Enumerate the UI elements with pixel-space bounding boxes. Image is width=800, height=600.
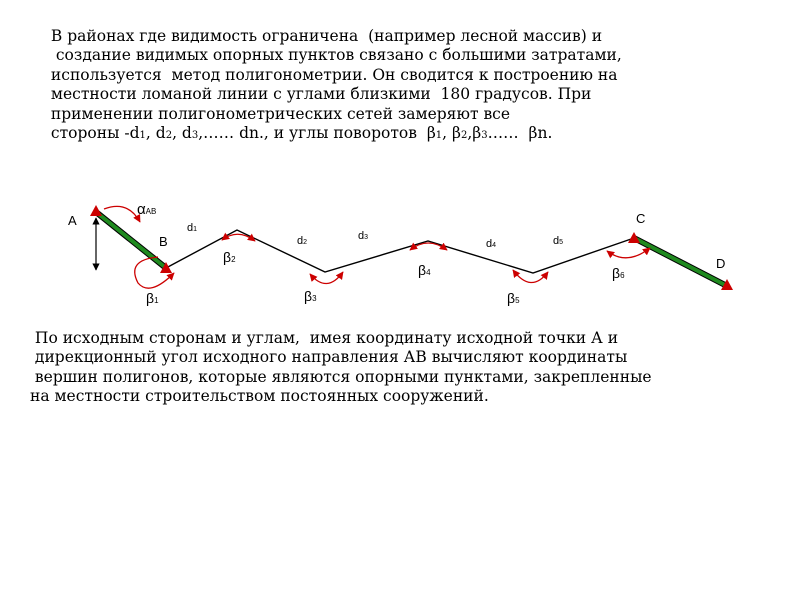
- subscript: 3: [191, 130, 199, 142]
- intro-paragraph: В районах где видимость ограничена (напр…: [46, 27, 622, 145]
- point-c-marker: [628, 232, 640, 243]
- angle-label-base: β: [418, 262, 426, 278]
- intro-line: создание видимых опорных пунктов связано…: [46, 46, 622, 65]
- point-b-label: B: [159, 234, 168, 249]
- angle-label: β4: [418, 262, 431, 278]
- point-c-label: C: [636, 211, 645, 226]
- text-run: , β: [442, 124, 461, 143]
- text-run: стороны -d: [46, 124, 140, 143]
- point-d-marker: [721, 279, 733, 290]
- side-label: d1: [187, 222, 197, 234]
- intro-line: В районах где видимость ограничена (напр…: [46, 27, 603, 45]
- side-label-subscript: 1: [193, 226, 197, 233]
- angle-label: β5: [507, 290, 520, 306]
- angle-label: β1: [146, 290, 159, 306]
- angle-label: β2: [223, 249, 236, 265]
- outro-line: дирекционный угол исходного направления …: [30, 348, 628, 367]
- text-run: ,β: [467, 124, 482, 143]
- angle-label-subscript: 6: [620, 271, 625, 280]
- angle-arc-2: [221, 232, 256, 242]
- azimuth-label: αAB: [137, 201, 156, 218]
- angle-arc-6: [606, 247, 651, 259]
- intro-line: используется метод полигонометрии. Он св…: [46, 65, 618, 84]
- side-cd: [633, 236, 728, 288]
- azimuth-arc: [103, 205, 141, 223]
- angle-label-base: β: [612, 265, 620, 281]
- side-label: d4: [486, 238, 496, 250]
- side-label-subscript: 5: [559, 239, 563, 246]
- traverse-line: [165, 229, 635, 274]
- angle-label-subscript: 4: [426, 268, 431, 277]
- subscript: 3: [481, 130, 488, 142]
- angle-label-subscript: 1: [154, 296, 159, 305]
- intro-line: применении полигонометрических сетей зам…: [46, 104, 511, 123]
- text-run: ,…… dn., и углы поворотов β: [198, 124, 436, 143]
- side-label-subscript: 2: [303, 239, 307, 246]
- angle-label-base: β: [223, 249, 231, 265]
- angle-label: β6: [612, 265, 625, 281]
- side-label: d3: [358, 230, 368, 242]
- side-label: d5: [553, 235, 563, 247]
- side-label-base: d: [553, 235, 559, 247]
- angle-label-subscript: 2: [231, 255, 236, 264]
- point-b-marker: [160, 262, 172, 273]
- outro-paragraph: По исходным сторонам и углам, имея коорд…: [30, 329, 652, 407]
- text-run: …… βn.: [487, 124, 553, 143]
- side-label-subscript: 4: [492, 242, 496, 249]
- azimuth-subscript: AB: [146, 207, 157, 216]
- point-a-marker: [90, 205, 102, 216]
- angle-label-subscript: 3: [312, 294, 317, 303]
- sides-and-angles-line: стороны -d1, d2, d3,…… dn., и углы повор…: [46, 124, 622, 145]
- text-run: , d: [145, 124, 166, 143]
- angle-label-subscript: 5: [515, 296, 520, 305]
- angle-label-base: β: [146, 290, 154, 306]
- outro-line: вершин полигонов, которые являются опорн…: [30, 367, 652, 386]
- angle-label: β3: [304, 288, 317, 304]
- side-label-base: d: [358, 230, 364, 242]
- subscript: 1: [435, 130, 443, 142]
- subscript: 1: [139, 130, 146, 142]
- angle-arc-3: [309, 271, 344, 285]
- side-label: d2: [297, 235, 307, 247]
- side-label-base: d: [297, 235, 303, 247]
- angle-arc-1: [134, 256, 175, 289]
- intro-line: местности ломаной линии с углами близким…: [46, 85, 592, 104]
- subscript: 2: [461, 130, 468, 142]
- point-d-label: D: [716, 256, 725, 271]
- angle-label-base: β: [304, 288, 312, 304]
- point-a-label: A: [68, 213, 77, 228]
- outro-line: на местности строительством постоянных с…: [30, 387, 489, 406]
- angle-arc-4: [409, 242, 448, 251]
- text-run: , d: [172, 124, 192, 143]
- side-label-subscript: 3: [364, 234, 368, 241]
- outro-line: По исходным сторонам и углам, имея коорд…: [30, 329, 619, 347]
- side-ab: [94, 210, 168, 270]
- angle-label-base: β: [507, 290, 515, 306]
- angle-arc-5: [512, 269, 549, 284]
- side-label-base: d: [486, 238, 492, 250]
- azimuth-symbol: α: [137, 201, 146, 218]
- side-label-base: d: [187, 222, 193, 234]
- subscript: 2: [165, 130, 173, 142]
